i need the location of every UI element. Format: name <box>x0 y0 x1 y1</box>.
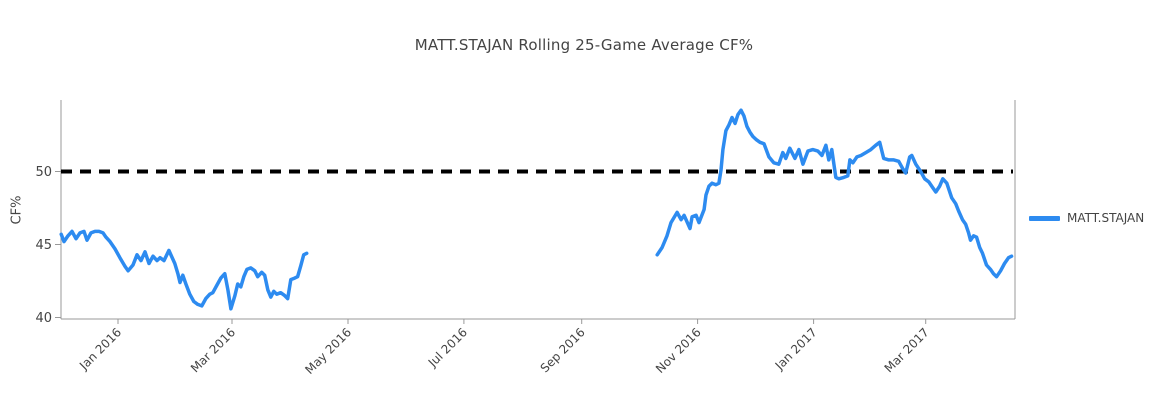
x-tick-label: Jan 2017 <box>772 325 820 373</box>
legend[interactable]: MATT.STAJAN <box>1029 211 1144 225</box>
legend-line-swatch <box>1029 215 1060 221</box>
x-tick-label: Mar 2016 <box>188 325 238 375</box>
x-tick-label: Mar 2017 <box>882 325 932 375</box>
x-tick-label: Jul 2016 <box>425 325 470 370</box>
legend-label: MATT.STAJAN <box>1067 211 1145 225</box>
series-line-matt-stajan[interactable] <box>655 108 1014 279</box>
x-tick-label: Sep 2016 <box>538 325 588 375</box>
y-tick-label: 50 <box>35 165 52 180</box>
series-line-matt-stajan[interactable] <box>59 229 309 311</box>
y-tick-label: 40 <box>35 311 52 326</box>
y-tick-label: 45 <box>35 238 52 253</box>
y-axis-title: CF% <box>9 195 25 225</box>
x-tick-label: Nov 2016 <box>653 325 704 376</box>
chart-title: MATT.STAJAN Rolling 25-Game Average CF% <box>414 36 754 54</box>
x-tick-label: May 2016 <box>302 325 354 377</box>
x-tick-label: Jan 2016 <box>76 325 124 373</box>
